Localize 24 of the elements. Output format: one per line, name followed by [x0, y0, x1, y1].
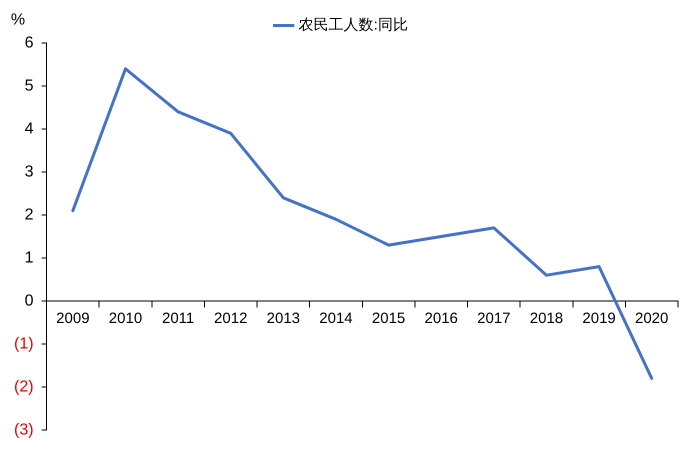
y-tick-label: (2) [14, 378, 34, 396]
x-tick-label: 2012 [214, 310, 248, 328]
x-tick-label: 2013 [266, 310, 300, 328]
y-tick-label: (3) [14, 421, 34, 438]
x-tick-label: 2018 [530, 310, 564, 328]
x-tick-label: 2019 [582, 310, 616, 328]
y-tick-label: 2 [24, 206, 34, 224]
y-axis-title: % [10, 11, 26, 28]
x-tick-label: 2020 [635, 310, 668, 328]
x-tick-label: 2014 [319, 310, 353, 328]
y-tick-label: 0 [24, 292, 34, 310]
y-tick-label: 4 [24, 120, 34, 138]
y-tick-label: 5 [24, 77, 34, 94]
y-tick-label: (1) [14, 335, 34, 352]
x-tick-label: 2010 [108, 310, 142, 328]
y-tick-label: 3 [24, 163, 34, 180]
x-tick-label: 2015 [372, 310, 406, 328]
x-tick-label: 2017 [477, 310, 511, 328]
y-tick-label: 6 [24, 34, 34, 52]
y-tick-label: 1 [24, 249, 34, 266]
legend-label: 农民工人数:同比 [298, 16, 408, 34]
x-tick-label: 2011 [162, 310, 194, 328]
x-tick-label: 2016 [424, 310, 458, 328]
x-tick-label: 2009 [56, 310, 90, 328]
